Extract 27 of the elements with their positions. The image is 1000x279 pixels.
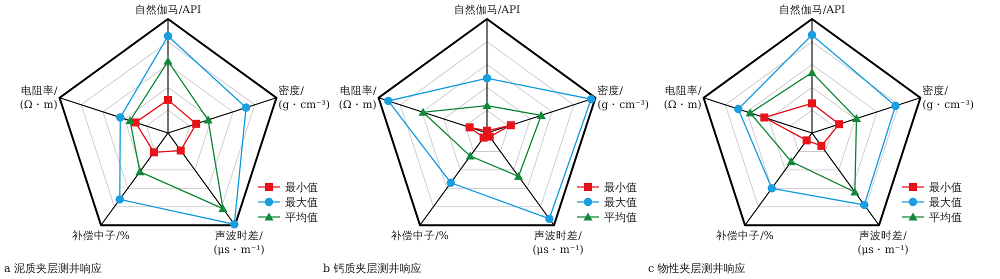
axis-label: 补偿中子/% — [716, 230, 774, 242]
legend-label: 最大值 — [929, 196, 962, 209]
axis-label: 电阻率/ (Ω・m) — [20, 84, 58, 111]
legend-label: 平均值 — [604, 211, 637, 224]
axis-label: 声波时差/ (μs・m⁻¹) — [213, 230, 265, 256]
axis-label: 电阻率/ (Ω・m) — [664, 84, 702, 111]
legend-label: 最大值 — [604, 196, 637, 209]
axis-label: 自然伽马/API — [778, 4, 846, 16]
legend-label: 平均值 — [285, 211, 318, 224]
axis-label: 自然伽马/API — [454, 4, 520, 16]
axis-label: 密度/ (g・cm⁻³) — [922, 84, 974, 111]
axis-label: 密度/ (g・cm⁻³) — [278, 84, 330, 111]
legend-label: 最小值 — [929, 181, 962, 194]
axis-label: 补偿中子/% — [391, 230, 449, 242]
legend-label: 最小值 — [285, 181, 318, 194]
legend-label: 最大值 — [285, 196, 318, 209]
axis-label: 自然伽马/API — [134, 4, 202, 16]
axis-label: 密度/ (g・cm⁻³) — [597, 84, 649, 111]
title: a 泥质夹层测井响应 — [4, 262, 102, 275]
title: c 物性夹层测井响应 — [648, 262, 746, 275]
axis-label: 声波时差/ (μs・m⁻¹) — [857, 230, 909, 256]
axis-label: 电阻率/ (Ω・m) — [338, 84, 377, 111]
legend-label: 平均值 — [929, 211, 962, 224]
title: b 钙质夹层测井响应 — [323, 262, 422, 275]
axis-label: 声波时差/ (μs・m⁻¹) — [532, 230, 584, 256]
axis-label: 补偿中子/% — [72, 230, 130, 242]
legend-label: 最小值 — [604, 181, 637, 194]
